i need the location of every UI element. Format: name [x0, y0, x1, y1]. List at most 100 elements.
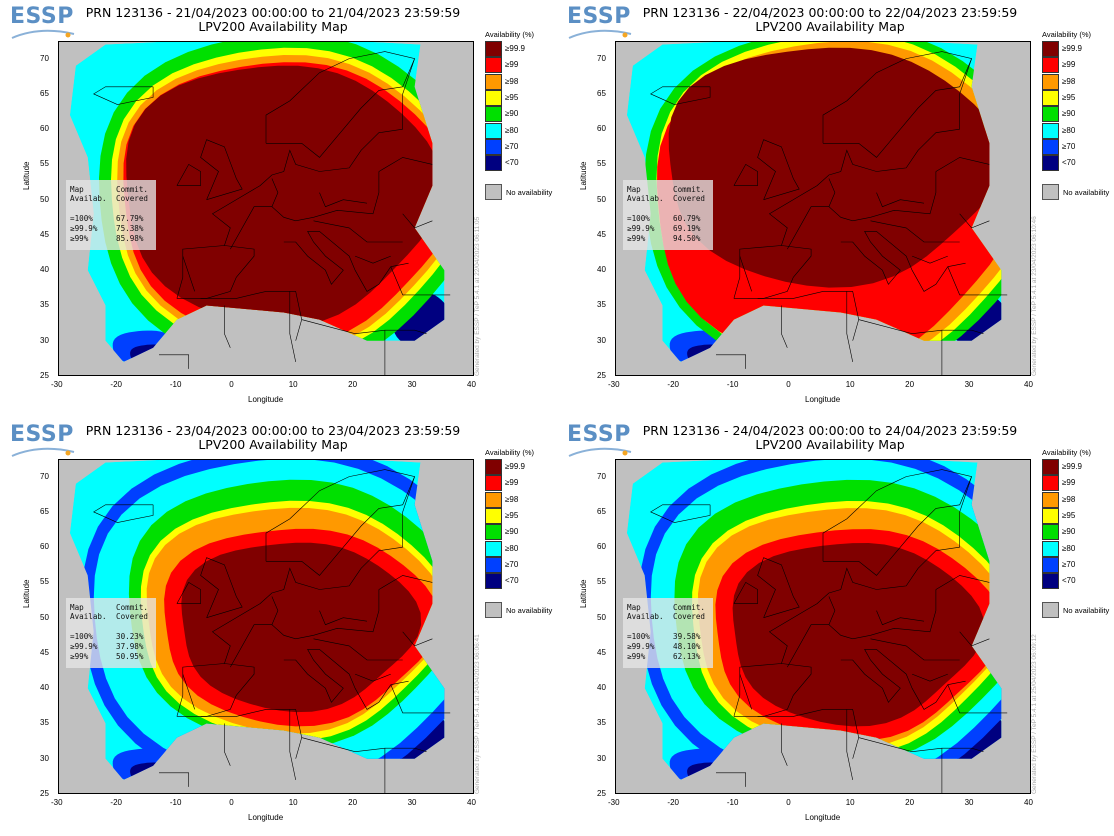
legend-swatch — [485, 556, 502, 573]
coastline — [200, 709, 427, 753]
stats-header-map-availab: Map Availab. — [70, 603, 107, 621]
legend-swatch — [1042, 507, 1059, 524]
stats-row-label: ≥99% — [70, 652, 89, 661]
coverage-stats-table: Map Availab. Commit. Covered =100% 30.23% ≥99.… — [66, 598, 156, 668]
legend-swatch — [1042, 475, 1059, 492]
stats-row-label: ≥99% — [627, 652, 646, 661]
coastline — [211, 546, 403, 664]
stats-header-line: Map — [70, 603, 84, 612]
legend-label: <70 — [505, 158, 519, 168]
y-tick-label: 40 — [597, 265, 606, 275]
x-tick-label: -20 — [667, 798, 679, 807]
legend-item: ≥99.9 — [485, 41, 553, 57]
coastline — [733, 663, 812, 717]
availability-band-c999 — [181, 542, 422, 713]
y-tick-label: 70 — [40, 53, 49, 63]
y-tick-label: 35 — [597, 718, 606, 728]
country-border — [828, 596, 836, 625]
logo-text: ESSP — [10, 4, 74, 29]
legend-swatch — [1042, 155, 1059, 172]
coastline — [733, 245, 812, 299]
coastline — [200, 139, 243, 200]
coastline — [822, 51, 973, 158]
legend-item: ≥98 — [1042, 491, 1110, 508]
x-tick-label: 40 — [467, 798, 476, 807]
map-subtitle: LPV200 Availability Map — [755, 19, 905, 34]
legend-item: ≥90 — [485, 106, 553, 123]
x-tick-label: -20 — [667, 380, 679, 389]
legend-item: ≥95 — [485, 89, 553, 106]
coastline — [768, 128, 960, 246]
y-tick-label: 65 — [40, 88, 49, 98]
x-axis-label: Longitude — [805, 395, 841, 404]
x-tick-label: -10 — [169, 798, 182, 807]
essp-logo: ESSP — [10, 4, 80, 44]
coastline — [768, 546, 960, 664]
x-tick-label: -10 — [169, 380, 182, 389]
coastline — [840, 649, 966, 710]
stats-row-value: 30.23% — [116, 632, 144, 641]
coastline — [947, 266, 1008, 296]
map-frame — [615, 459, 1031, 794]
logo-swoosh-icon — [11, 29, 75, 39]
legend-swatch — [1042, 491, 1059, 508]
legend-item: ≥99.9 — [1042, 459, 1110, 475]
x-tick-label: 30 — [964, 380, 974, 389]
legend-label: ≥99.9 — [1062, 44, 1082, 53]
stats-row-value: 85.98% — [116, 234, 144, 243]
stats-header-map-availab: Map Availab. — [627, 185, 664, 203]
legend-item: ≥90 — [1042, 106, 1110, 123]
country-border — [378, 157, 433, 172]
availability-map-canvas — [615, 41, 1031, 376]
legend-label: ≥99.9 — [505, 462, 525, 471]
legend-label: <70 — [1062, 576, 1076, 586]
legend-swatch — [485, 491, 502, 508]
coastline — [390, 266, 451, 296]
coastline — [650, 86, 711, 105]
y-tick-label: 25 — [597, 371, 606, 380]
y-tick-label: 60 — [40, 124, 49, 134]
map-title: PRN 123136 - 24/04/2023 00:00:00 to 24/0… — [642, 423, 1018, 438]
country-border — [781, 723, 788, 766]
legend-item: ≥95 — [485, 507, 553, 524]
coastline — [822, 469, 973, 576]
stats-row-value: 37.98% — [116, 642, 144, 651]
country-border — [159, 354, 189, 369]
legend-item: ≥70 — [1042, 556, 1110, 573]
legend-label: ≥80 — [1062, 543, 1076, 553]
generated-by-note: Generated by ESSP / TeP 5.4.1 at 23/04/2… — [1031, 216, 1038, 376]
legend-swatch — [485, 507, 502, 524]
legend-label: ≥90 — [505, 527, 519, 537]
y-axis-label: Latitude — [22, 579, 31, 608]
legend-title: Availability (%) — [1042, 448, 1092, 457]
stats-row-value: 50.95% — [116, 652, 144, 661]
legend-label: ≥80 — [1062, 125, 1076, 135]
legend-swatch — [485, 138, 502, 155]
availability-band-c999 — [732, 543, 985, 727]
y-tick-label: 45 — [597, 229, 606, 239]
stats-header-line: Availab. — [70, 194, 107, 203]
availability-map-canvas — [58, 41, 474, 376]
availability-map-canvas — [615, 459, 1031, 794]
y-tick-label: 30 — [597, 335, 606, 345]
legend-label: ≥98 — [505, 494, 519, 504]
legend-label: ≥99 — [505, 478, 519, 488]
x-axis-label: Longitude — [248, 813, 284, 822]
no-availability-swatch — [1042, 602, 1059, 618]
legend-title: Availability (%) — [485, 30, 535, 39]
legend-swatch — [1042, 573, 1059, 590]
y-tick-label: 25 — [597, 789, 606, 798]
legend-swatch — [485, 459, 502, 475]
legend-item: ≥95 — [1042, 507, 1110, 524]
logo-text: ESSP — [10, 422, 74, 447]
map-title: PRN 123136 - 21/04/2023 00:00:00 to 21/0… — [85, 5, 461, 20]
country-border — [935, 157, 990, 172]
stats-row-value: 94.50% — [673, 234, 701, 243]
legend-label: ≥99.9 — [505, 44, 525, 53]
country-border — [295, 737, 302, 759]
essp-logo: ESSP — [567, 4, 637, 44]
y-tick-label: 55 — [40, 577, 49, 587]
stats-header-line: Commit. — [116, 603, 149, 612]
generated-by-note: Generated by ESSP / TeP 5.4.1 at 22/04/2… — [474, 216, 481, 376]
country-border — [230, 589, 380, 668]
